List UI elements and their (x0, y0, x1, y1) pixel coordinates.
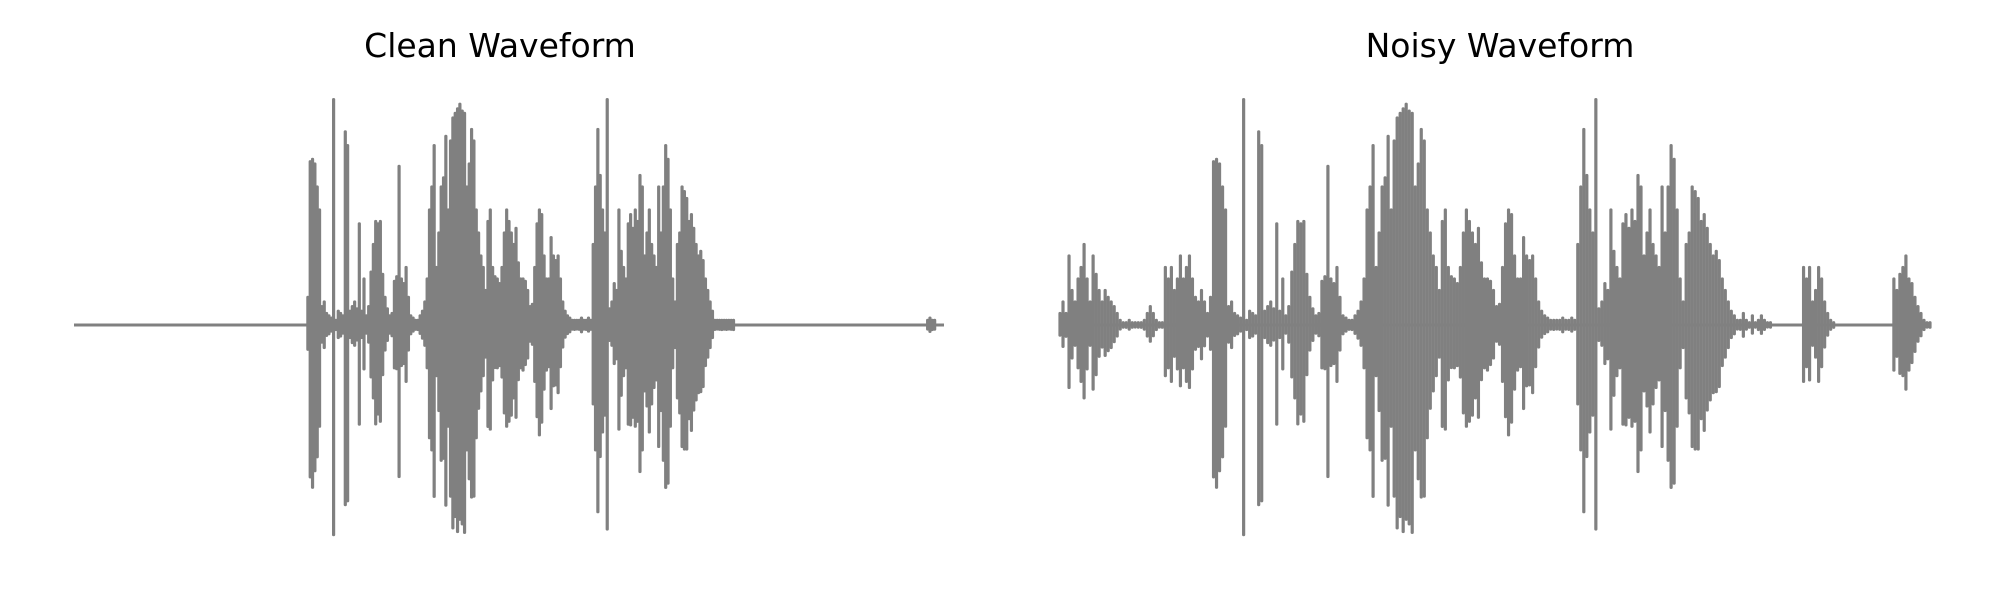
clean-waveform-panel: Clean Waveform (74, 26, 944, 537)
noisy-waveform-plot (1058, 98, 1932, 537)
noisy-waveform-panel: Noisy Waveform (1000, 0, 2000, 600)
noisy-waveform-title: Noisy Waveform (1365, 26, 1635, 65)
clean-waveform-title: Clean Waveform (364, 26, 636, 65)
clean-waveform-plot (74, 98, 944, 537)
